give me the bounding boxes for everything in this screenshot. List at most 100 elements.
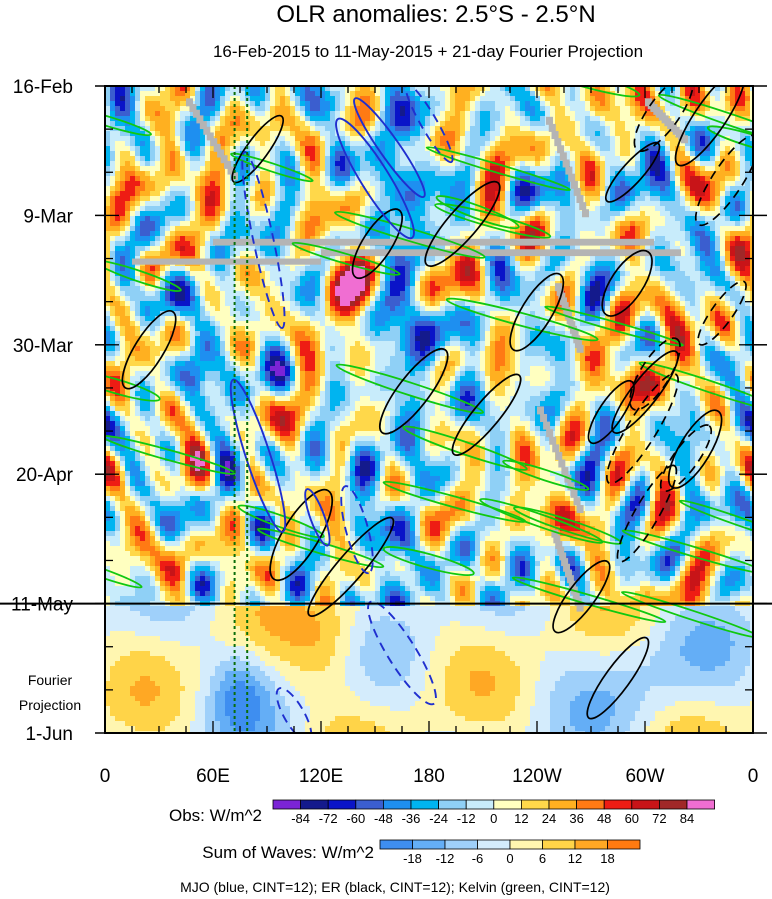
heatmap-cell: [120, 156, 126, 162]
heatmap-cell: [460, 111, 466, 117]
heatmap-cell: [490, 191, 496, 197]
heatmap-cell: [475, 116, 481, 122]
heatmap-cell: [215, 141, 221, 147]
heatmap-cell: [105, 131, 111, 137]
heatmap-cell: [290, 206, 296, 212]
heatmap-cell: [225, 141, 231, 147]
heatmap-cell: [340, 91, 346, 97]
heatmap-cell: [710, 171, 716, 177]
heatmap-cell: [325, 221, 331, 227]
heatmap-cell: [330, 206, 336, 212]
heatmap-cell: [630, 236, 636, 242]
heatmap-cell: [400, 156, 406, 162]
heatmap-cell: [225, 231, 231, 237]
heatmap-cell: [410, 86, 416, 92]
heatmap-cell: [495, 231, 501, 237]
heatmap-cell: [590, 176, 596, 182]
heatmap-cell: [590, 146, 596, 152]
heatmap-cell: [375, 236, 381, 242]
heatmap-cell: [330, 86, 336, 92]
heatmap-cell: [500, 206, 506, 212]
heatmap-cell: [115, 131, 121, 137]
heatmap-cell: [720, 246, 726, 252]
heatmap-cell: [650, 271, 656, 277]
heatmap-cell: [195, 101, 201, 107]
heatmap-cell: [125, 211, 131, 217]
heatmap-cell: [440, 86, 446, 92]
heatmap-cell: [375, 126, 381, 132]
heatmap-cell: [630, 186, 636, 192]
heatmap-cell: [555, 151, 561, 157]
heatmap-cell: [410, 146, 416, 152]
heatmap-cell: [650, 191, 656, 197]
heatmap-cell: [205, 236, 211, 242]
heatmap-cell: [175, 121, 181, 127]
heatmap-cell: [655, 101, 661, 107]
heatmap-cell: [335, 151, 341, 157]
heatmap-cell: [720, 156, 726, 162]
heatmap-cell: [150, 131, 156, 137]
heatmap-cell: [105, 226, 111, 232]
heatmap-cell: [205, 241, 211, 247]
heatmap-cell: [435, 216, 441, 222]
heatmap-cell: [300, 211, 306, 217]
heatmap-cell: [575, 146, 581, 152]
heatmap-cell: [690, 96, 696, 102]
heatmap-cell: [710, 231, 716, 237]
heatmap-cell: [605, 131, 611, 137]
heatmap-cell: [535, 156, 541, 162]
heatmap-cell: [340, 166, 346, 172]
heatmap-cell: [420, 176, 426, 182]
heatmap-cell: [715, 116, 721, 122]
heatmap-cell: [255, 206, 261, 212]
heatmap-cell: [580, 246, 586, 252]
heatmap-cell: [670, 116, 676, 122]
heatmap-cell: [745, 161, 751, 167]
heatmap-cell: [260, 126, 266, 132]
heatmap-cell: [585, 151, 591, 157]
heatmap-cell: [325, 176, 331, 182]
heatmap-cell: [400, 181, 406, 187]
heatmap-cell: [585, 96, 591, 102]
heatmap-cell: [185, 146, 191, 152]
heatmap-cell: [635, 141, 641, 147]
heatmap-cell: [265, 206, 271, 212]
heatmap-cell: [135, 161, 141, 167]
heatmap-cell: [400, 106, 406, 112]
heatmap-cell: [195, 206, 201, 212]
heatmap-cell: [215, 136, 221, 142]
heatmap-cell: [350, 206, 356, 212]
heatmap-cell: [145, 206, 151, 212]
heatmap-cell: [690, 186, 696, 192]
heatmap-cell: [480, 236, 486, 242]
heatmap-cell: [130, 196, 136, 202]
heatmap-cell: [410, 196, 416, 202]
heatmap-cell: [395, 136, 401, 142]
heatmap-cell: [640, 221, 646, 227]
heatmap-cell: [600, 136, 606, 142]
heatmap-cell: [565, 211, 571, 217]
heatmap-cell: [350, 196, 356, 202]
heatmap-cell: [300, 221, 306, 227]
heatmap-cell: [385, 266, 391, 272]
heatmap-cell: [680, 216, 686, 222]
heatmap-cell: [375, 101, 381, 107]
heatmap-cell: [380, 156, 386, 162]
heatmap-cell: [425, 116, 431, 122]
heatmap-cell: [720, 141, 726, 147]
heatmap-cell: [320, 216, 326, 222]
heatmap-cell: [735, 206, 741, 212]
heatmap-cell: [470, 116, 476, 122]
heatmap-cell: [645, 216, 651, 222]
heatmap-cell: [140, 86, 146, 92]
heatmap-cell: [125, 106, 131, 112]
heatmap-cell: [245, 101, 251, 107]
heatmap-cell: [465, 151, 471, 157]
heatmap-cell: [310, 176, 316, 182]
heatmap-cell: [385, 136, 391, 142]
heatmap-cell: [295, 171, 301, 177]
heatmap-cell: [330, 136, 336, 142]
heatmap-cell: [580, 226, 586, 232]
heatmap-cell: [465, 216, 471, 222]
heatmap-cell: [720, 266, 726, 272]
